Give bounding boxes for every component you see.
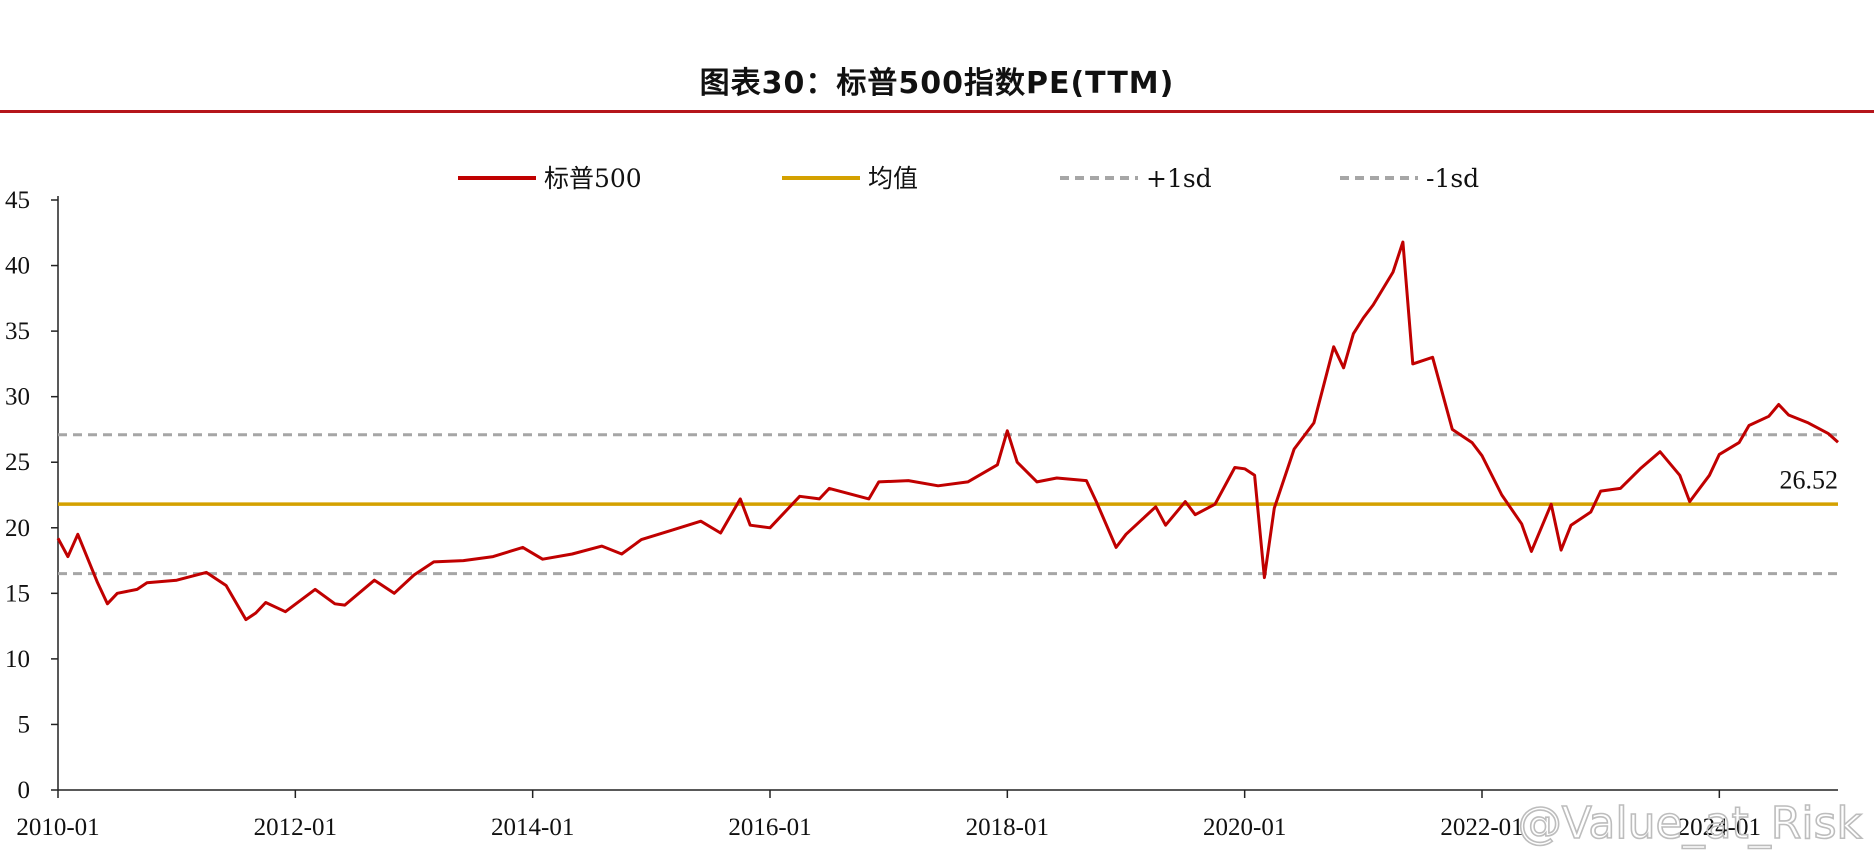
y-tick-label: 20 — [5, 515, 30, 542]
legend-minus-1sd-label: -1sd — [1426, 164, 1479, 193]
x-tick-label: 2020-01 — [1203, 814, 1286, 841]
y-tick-label: 0 — [18, 777, 31, 804]
y-tick-label: 35 — [5, 318, 30, 345]
y-tick-label: 25 — [5, 449, 30, 476]
x-tick-label: 2010-01 — [16, 814, 99, 841]
legend-plus-1sd-label: +1sd — [1146, 164, 1212, 193]
x-tick-label: 2016-01 — [728, 814, 811, 841]
y-tick-label: 15 — [5, 580, 30, 607]
x-tick-label: 2024-01 — [1678, 814, 1761, 841]
y-tick-label: 30 — [5, 384, 30, 411]
last-value-label: 26.52 — [1780, 465, 1839, 494]
x-tick-label: 2018-01 — [966, 814, 1049, 841]
x-tick-label: 2012-01 — [254, 814, 337, 841]
title-rule — [0, 110, 1874, 113]
y-tick-label: 10 — [5, 646, 30, 673]
sp500-pe-line — [56, 240, 1840, 622]
x-tick-label: 2022-01 — [1440, 814, 1523, 841]
legend-mean-label: 均值 — [868, 164, 918, 193]
chart-title: 图表30：标普500指数PE(TTM) — [699, 66, 1175, 101]
x-tick-label: 2014-01 — [491, 814, 574, 841]
watermark-text: @Value_at_Risk — [1518, 798, 1863, 849]
legend-sp500-label: 标普500 — [544, 164, 642, 193]
y-tick-label: 45 — [5, 187, 30, 214]
y-tick-label: 40 — [5, 253, 30, 280]
y-tick-label: 5 — [18, 711, 31, 738]
